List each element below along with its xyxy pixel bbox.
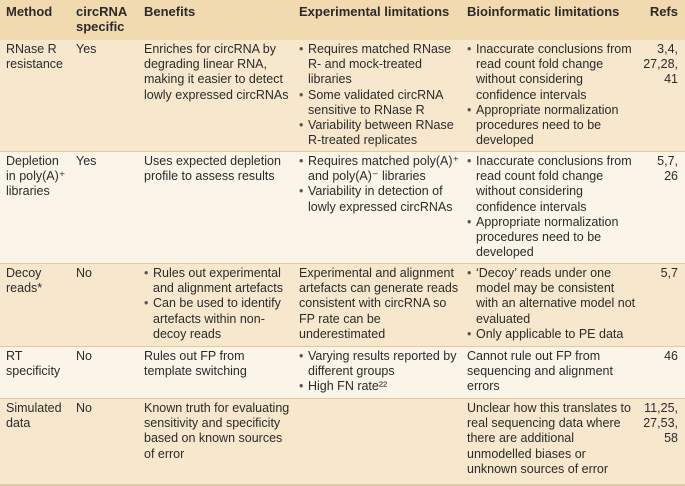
- cell-refs: 5,7: [660, 266, 678, 280]
- cell-benefits: Enriches for circRNA by degrading linear…: [144, 42, 289, 102]
- list-item: • Only applicable to PE data: [467, 326, 624, 341]
- cell-method: RT specificity: [6, 349, 61, 379]
- cell-experimental-limitations: • Varying results reported by different g…: [299, 349, 461, 395]
- cell-refs: 5,7, 26: [657, 154, 678, 184]
- cell-benefits: Uses expected depletion profile to asses…: [144, 154, 281, 184]
- cell-refs: 11,25, 27,53, 58: [643, 401, 678, 446]
- cell-method: RNase R resistance: [6, 42, 63, 72]
- list-item: • Inaccurate conclusions from read count …: [467, 42, 632, 102]
- list-item: • ‘Decoy’ reads under one model may be co…: [467, 266, 636, 326]
- header-circrna-specific: circRNA specific: [76, 4, 127, 34]
- cell-method: Depletion in poly(A)⁺ libraries: [6, 154, 66, 199]
- header-refs: Refs: [649, 4, 678, 19]
- header-experimental-limitations: Experimental limitations: [299, 4, 450, 19]
- cell-bioinformatic-limitations: Cannot rule out FP from sequencing and a…: [467, 349, 613, 394]
- cell-bioinformatic-limitations: • Inaccurate conclusions from read count …: [467, 42, 639, 148]
- cell-circrna-specific: No: [76, 266, 92, 280]
- list-item: • Requires matched poly(A)⁺ and poly(A)⁻ …: [299, 154, 460, 184]
- cell-method: Decoy reads*: [6, 266, 43, 296]
- list-item: • Variability in detection of lowly expre…: [299, 184, 453, 214]
- cell-refs: 3,4, 27,28, 41: [643, 42, 678, 87]
- list-item: • Appropriate normalization procedures ne…: [467, 102, 619, 148]
- header-benefits: Benefits: [144, 4, 196, 19]
- cell-bioinformatic-limitations: • Inaccurate conclusions from read count …: [467, 154, 639, 260]
- table-header: Method circRNA specific Benefits Experim…: [0, 0, 685, 40]
- header-method: Method: [6, 4, 53, 19]
- header-bioinformatic-limitations: Bioinformatic limitations: [467, 4, 620, 19]
- list-item: • Variability between RNase R-treated rep…: [299, 118, 454, 148]
- row-divider: [0, 263, 685, 264]
- table-row-polya-depletion: Depletion in poly(A)⁺ libraries Yes Uses…: [0, 152, 685, 264]
- cell-refs: 46: [664, 349, 678, 363]
- cell-method: Simulated data: [6, 401, 62, 431]
- list-item: • Can be used to identify artefacts withi…: [144, 296, 281, 341]
- table-row-decoy-reads: Decoy reads* No • Rules out experimental …: [0, 264, 685, 347]
- list-item: • High FN rate²²: [299, 379, 388, 394]
- list-item: • Some validated circRNA sensitive to RNa…: [299, 87, 443, 117]
- row-divider: [0, 346, 685, 347]
- list-item: • Inaccurate conclusions from read count …: [467, 154, 632, 214]
- row-divider: [0, 151, 685, 152]
- cell-experimental-limitations: Experimental and alignment artefacts can…: [299, 266, 459, 341]
- cell-circrna-specific: No: [76, 349, 92, 363]
- table-bottom-rule: [0, 484, 685, 486]
- cell-bioinformatic-limitations: Unclear how this translates to real sequ…: [467, 401, 631, 476]
- cell-experimental-limitations: • Requires matched poly(A)⁺ and poly(A)⁻ …: [299, 154, 461, 215]
- cell-circrna-specific: Yes: [76, 42, 97, 56]
- row-divider: [0, 398, 685, 399]
- cell-benefits: • Rules out experimental and alignment ar…: [144, 266, 294, 342]
- cell-benefits: Rules out FP from template switching: [144, 349, 247, 379]
- list-item: • Varying results reported by different g…: [299, 349, 457, 379]
- cell-circrna-specific: Yes: [76, 154, 97, 168]
- table-row-simulated-data: Simulated data No Known truth for evalua…: [0, 399, 685, 484]
- cell-benefits: Known truth for evaluating sensitivity a…: [144, 401, 290, 461]
- table-row-rnase-r: RNase R resistance Yes Enriches for circ…: [0, 40, 685, 152]
- list-item: • Requires matched RNase R- and mock-trea…: [299, 42, 452, 87]
- cell-circrna-specific: No: [76, 401, 92, 415]
- table-row-rt-specificity: RT specificity No Rules out FP from temp…: [0, 347, 685, 399]
- cell-bioinformatic-limitations: • ‘Decoy’ reads under one model may be co…: [467, 266, 639, 342]
- cell-experimental-limitations: • Requires matched RNase R- and mock-trea…: [299, 42, 461, 148]
- list-item: • Rules out experimental and alignment ar…: [144, 266, 283, 296]
- list-item: • Appropriate normalization procedures ne…: [467, 214, 619, 260]
